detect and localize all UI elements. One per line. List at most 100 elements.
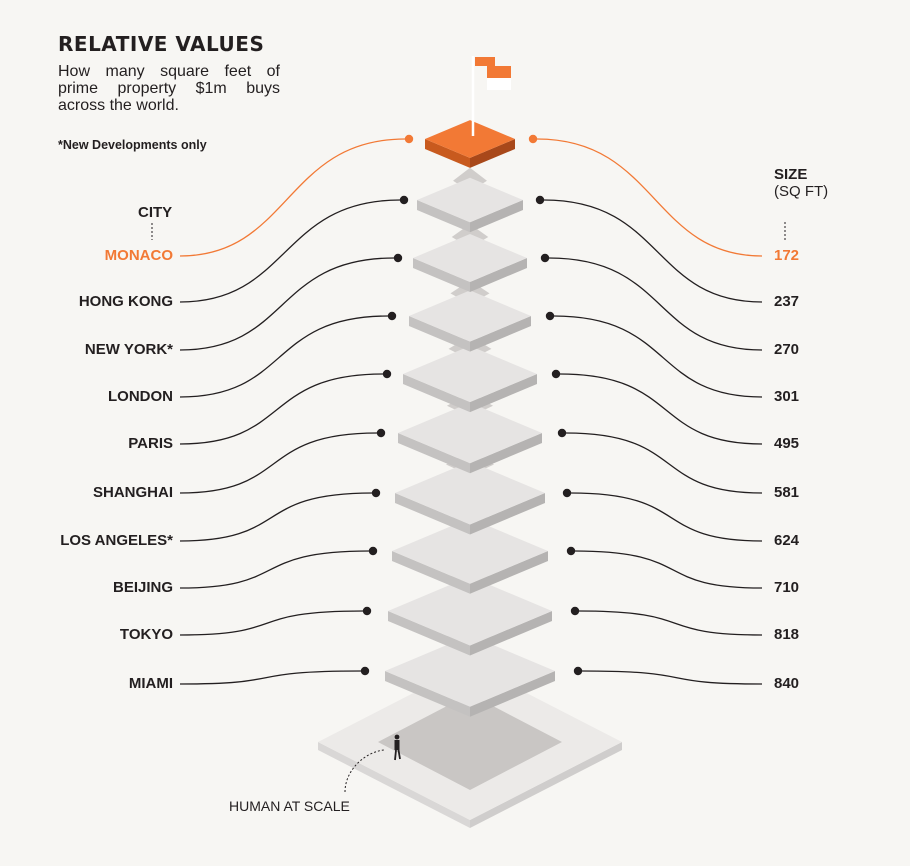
size-label: 710 (774, 579, 800, 596)
plate-6-top-face (395, 461, 545, 525)
connector-right-7 (574, 550, 763, 589)
connector-dot-right-5 (557, 428, 567, 438)
plate-monaco-top-face (425, 120, 515, 158)
connector-dot-right-4 (551, 369, 561, 379)
city-label: BEIJING (112, 579, 173, 596)
flag-icon (471, 56, 511, 136)
connector-dot-left-6 (371, 488, 381, 498)
plate-7-right-face (470, 551, 548, 594)
connector-dot-right-9 (573, 666, 583, 676)
size-header-line-1: SIZE (774, 166, 808, 183)
connector-left-1 (179, 199, 401, 303)
plate-9-left-face (385, 671, 470, 717)
connector-dot-right-6 (562, 488, 572, 498)
plate-9-right-face (470, 671, 555, 717)
plate-1-left-face (417, 200, 470, 233)
plate-5 (398, 402, 542, 474)
plate-8-top-face (388, 576, 552, 646)
human-figure-icon (394, 734, 401, 761)
size-label: 172 (774, 247, 800, 264)
connector-left-6 (179, 492, 373, 542)
plate-4-left-face (403, 374, 470, 413)
connector-left-7 (179, 550, 370, 589)
plate-3-right-face (470, 316, 531, 352)
plate-monaco-left-face (425, 139, 470, 168)
connector-right-3 (553, 315, 763, 398)
plate-6-right-face (470, 493, 545, 535)
plate-4-right-face (470, 374, 537, 413)
connector-dot-left-5 (376, 428, 386, 438)
plate-7-left-face (392, 551, 470, 594)
connector-dot-right-2 (540, 253, 550, 263)
base-platform-left-face (318, 742, 470, 828)
plate-stack (318, 120, 622, 828)
plate-2-left-face (413, 258, 470, 292)
plate-8 (388, 576, 552, 656)
plate-5-top-face (398, 402, 542, 464)
size-label: 624 (774, 532, 800, 549)
plate-5-right-face (470, 433, 542, 474)
connector-dot-right-0 (528, 134, 538, 144)
plate-2-right-face (470, 258, 527, 292)
connector-left-9 (179, 670, 362, 685)
size-label: 301 (774, 388, 800, 405)
connector-left-2 (179, 257, 395, 351)
connector-left-4 (179, 373, 384, 445)
connector-dot-right-7 (566, 546, 576, 556)
city-label: SHANGHAI (92, 484, 173, 501)
size-header-line-2: (SQ FT) (774, 183, 829, 200)
plate-7 (392, 518, 548, 594)
page-title: RELATIVE VALUES (58, 32, 265, 56)
connector-dot-left-9 (360, 666, 370, 676)
connector-left-0 (179, 138, 406, 257)
base-platform-right-face (470, 742, 622, 828)
plate-monaco-right-face (470, 139, 515, 168)
city-label: MONACO (104, 247, 173, 264)
connector-left-8 (179, 610, 364, 636)
city-label: MIAMI (128, 675, 173, 692)
connector-dot-right-3 (545, 311, 555, 321)
connector-right-1 (543, 199, 763, 303)
plate-3-top-face (409, 290, 531, 342)
size-label: 270 (774, 341, 800, 358)
human-pointer-line (344, 749, 385, 793)
plate-7-top-face (392, 518, 548, 584)
connector-dot-left-8 (362, 606, 372, 616)
city-label: TOKYO (119, 626, 173, 643)
plate-8-right-face (470, 611, 552, 656)
size-label: 840 (774, 675, 800, 692)
connector-left-3 (179, 315, 389, 398)
connector-right-2 (548, 257, 763, 351)
connector-dot-left-7 (368, 546, 378, 556)
plate-2 (413, 234, 527, 292)
size-label: 818 (774, 626, 800, 643)
plate-6 (395, 461, 545, 535)
city-label: LOS ANGELES* (60, 532, 173, 549)
plate-2-top-face (413, 234, 527, 282)
city-label: PARIS (128, 435, 173, 452)
size-label: 237 (774, 293, 800, 310)
plate-1 (417, 177, 523, 233)
connector-right-0 (536, 138, 763, 257)
human-at-scale-label: HUMAN AT SCALE (229, 798, 350, 814)
flag-and-human (151, 56, 786, 793)
connector-dot-left-4 (382, 369, 392, 379)
plate-3 (409, 290, 531, 352)
page-subtitle: How many square feet of prime property $… (58, 63, 280, 114)
connector-right-4 (559, 373, 763, 445)
connector-dot-left-1 (399, 195, 409, 205)
connector-dot-left-2 (393, 253, 403, 263)
connector-dot-left-3 (387, 311, 397, 321)
city-label: NEW YORK* (84, 341, 173, 358)
plate-4-top-face (403, 345, 537, 403)
connector-dot-left-0 (404, 134, 414, 144)
plate-monaco (425, 120, 515, 168)
connector-dot-right-1 (535, 195, 545, 205)
plate-8-left-face (388, 611, 470, 656)
size-label: 495 (774, 435, 800, 452)
city-label: HONG KONG (78, 293, 173, 310)
plate-5-left-face (398, 433, 470, 474)
connector-right-9 (581, 670, 763, 685)
plate-1-right-face (470, 200, 523, 233)
